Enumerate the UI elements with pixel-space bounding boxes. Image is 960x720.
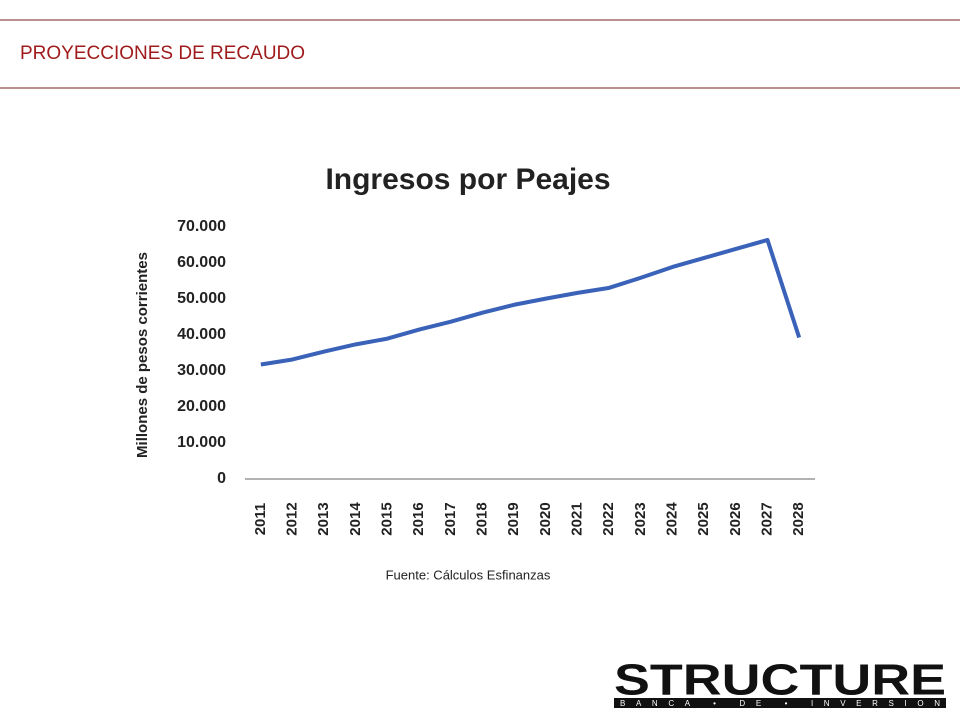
x-tick-label: 2021 [568,502,585,535]
source-note: Fuente: Cálculos Esfinanzas [386,567,551,582]
y-tick-label: 30.000 [177,362,226,379]
x-tick-label: 2013 [315,502,332,535]
logo: STRUCTURE BANCA • DE • INVERSION [614,656,946,708]
y-tick-label: 20.000 [177,398,226,415]
x-tick-label: 2028 [790,502,807,535]
y-tick-label: 70.000 [177,218,226,235]
slide-title: PROYECCIONES DE RECAUDO [20,43,305,64]
x-tick-label: 2022 [600,502,617,535]
x-tick-label: 2015 [378,502,395,535]
y-axis-label: Millones de pesos corrientes [134,252,151,458]
line-series [260,237,802,367]
logo-band [614,698,946,708]
x-tick-label: 2023 [632,502,649,535]
y-tick-label: 10.000 [177,434,226,451]
x-tick-label: 2017 [442,502,459,535]
x-tick-label: 2026 [727,502,744,535]
y-tick-label: 0 [217,470,226,487]
x-tick-label: 2024 [663,502,680,536]
chart-title: Ingresos por Peajes [325,163,610,196]
x-tick-label: 2016 [410,502,427,535]
x-tick-label: 2027 [758,502,775,535]
x-tick-label: 2014 [347,502,364,536]
x-tick-label: 2020 [537,502,554,535]
logo-name: STRUCTURE [614,656,946,705]
x-tick-label: 2012 [283,502,300,535]
x-tick-label: 2025 [695,502,712,535]
y-tick-label: 40.000 [177,326,226,343]
y-tick-label: 60.000 [177,254,226,271]
y-tick-label: 50.000 [177,290,226,307]
x-tick-label: 2019 [505,502,522,535]
x-tick-label: 2011 [252,503,269,536]
x-tick-label: 2018 [473,502,490,535]
